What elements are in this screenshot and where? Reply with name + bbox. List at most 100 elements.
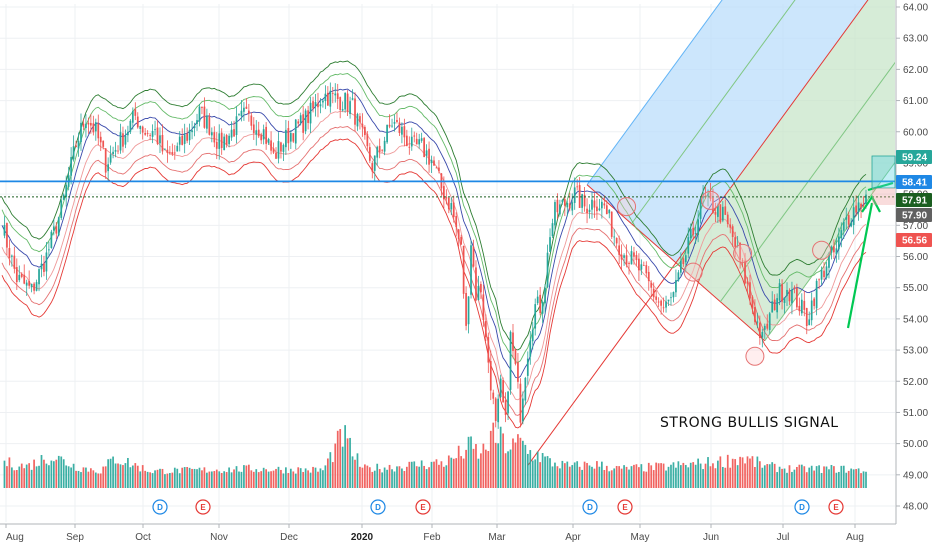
volume-bar: [40, 455, 43, 488]
candle-body: [559, 204, 561, 215]
y-tick-label: 49.00: [903, 470, 928, 481]
candle-body: [181, 135, 184, 145]
volume-bar: [726, 454, 729, 488]
volume-bar: [97, 473, 100, 488]
candle-body: [563, 199, 566, 206]
candle-body: [28, 280, 31, 286]
x-tick-label: Jul: [777, 532, 790, 543]
candle-body: [114, 150, 117, 152]
candle-body: [270, 140, 272, 151]
volume-bar: [610, 470, 613, 488]
volume-bar: [571, 465, 574, 488]
volume-bar: [262, 467, 265, 488]
candle-body: [633, 252, 635, 257]
volume-bar: [462, 458, 465, 488]
volume-bar: [472, 448, 475, 488]
candle-body: [645, 265, 648, 274]
candle-body: [186, 133, 189, 141]
volume-bar: [3, 460, 6, 488]
candle-body: [238, 113, 240, 115]
volume-bar: [398, 466, 401, 488]
volume-bar: [756, 456, 759, 488]
candle-body: [672, 292, 675, 298]
candle-body: [378, 145, 381, 152]
volume-bar: [210, 471, 213, 488]
price-badge: [896, 193, 932, 207]
volume-bar: [825, 466, 828, 488]
candle-body: [758, 322, 761, 338]
volume-bar: [319, 468, 322, 488]
candle-body: [845, 216, 848, 220]
x-tick-label: Mar: [488, 532, 506, 543]
volume-bar: [820, 472, 823, 488]
candle-body: [171, 152, 174, 155]
volume-bar: [798, 464, 801, 488]
candle-body: [791, 289, 793, 304]
horizontal-levels: [0, 180, 895, 198]
volume-bar: [354, 459, 356, 488]
volume-bar: [173, 467, 176, 488]
candle-body: [800, 299, 803, 314]
volume-bar: [450, 457, 453, 488]
volume-bar: [292, 471, 295, 488]
x-tick-label: Aug: [6, 532, 24, 543]
volume-bar: [6, 466, 8, 488]
candle-body: [220, 132, 223, 148]
volume-bar: [99, 473, 102, 488]
dividend-event-icon: [370, 499, 386, 515]
volume-bar: [499, 426, 502, 488]
volume-bar: [583, 461, 586, 488]
candle-body: [452, 202, 455, 218]
candle-body: [746, 281, 749, 284]
candle-body: [591, 199, 593, 210]
volume-bar: [146, 471, 149, 488]
stop-zone: [872, 188, 895, 205]
candle-body: [689, 228, 692, 239]
candle-body: [267, 138, 270, 144]
pitchfork-inner-line: [719, 61, 895, 303]
candle-body: [566, 202, 569, 208]
candle-body: [798, 305, 801, 312]
volume-bar: [30, 469, 33, 488]
candle-body: [314, 102, 317, 107]
x-tick-label: Oct: [135, 532, 151, 543]
volume-bar: [317, 471, 319, 488]
y-tick-label: 50.00: [903, 439, 928, 450]
volume-bar: [546, 456, 549, 488]
candle-body: [699, 199, 702, 219]
event-letter: D: [799, 503, 805, 512]
volume-bar: [383, 467, 386, 488]
candle-body: [477, 285, 480, 301]
candle-body: [307, 110, 309, 123]
earnings-event-icon: [195, 499, 211, 515]
candle-body: [85, 123, 87, 128]
pitchfork-upper-line: [586, 0, 723, 186]
candle-body: [201, 106, 203, 108]
candle-body: [146, 133, 149, 134]
volume-bar: [776, 472, 778, 488]
volume-bar: [608, 471, 611, 488]
volume-bar: [396, 466, 398, 488]
volume-bar: [455, 458, 458, 488]
candle-body: [447, 197, 450, 210]
volume-bar: [773, 463, 776, 488]
volume-bar: [492, 422, 495, 488]
volume-bar: [781, 468, 783, 488]
volume-bar: [420, 460, 423, 488]
candle-body: [793, 287, 796, 289]
candle-body: [734, 237, 737, 247]
candle-body: [223, 136, 226, 151]
volume-bar: [243, 465, 245, 488]
volume-bar: [465, 449, 467, 488]
candle-body: [178, 136, 181, 145]
candle-body: [796, 288, 798, 308]
candle-body: [534, 304, 537, 329]
volume-bar: [512, 438, 514, 488]
volume-bar: [233, 469, 235, 488]
candle-body: [15, 267, 18, 283]
candle-body: [139, 126, 142, 129]
candle-body: [428, 148, 430, 165]
candle-body: [810, 300, 813, 321]
volume-bar: [230, 472, 233, 488]
